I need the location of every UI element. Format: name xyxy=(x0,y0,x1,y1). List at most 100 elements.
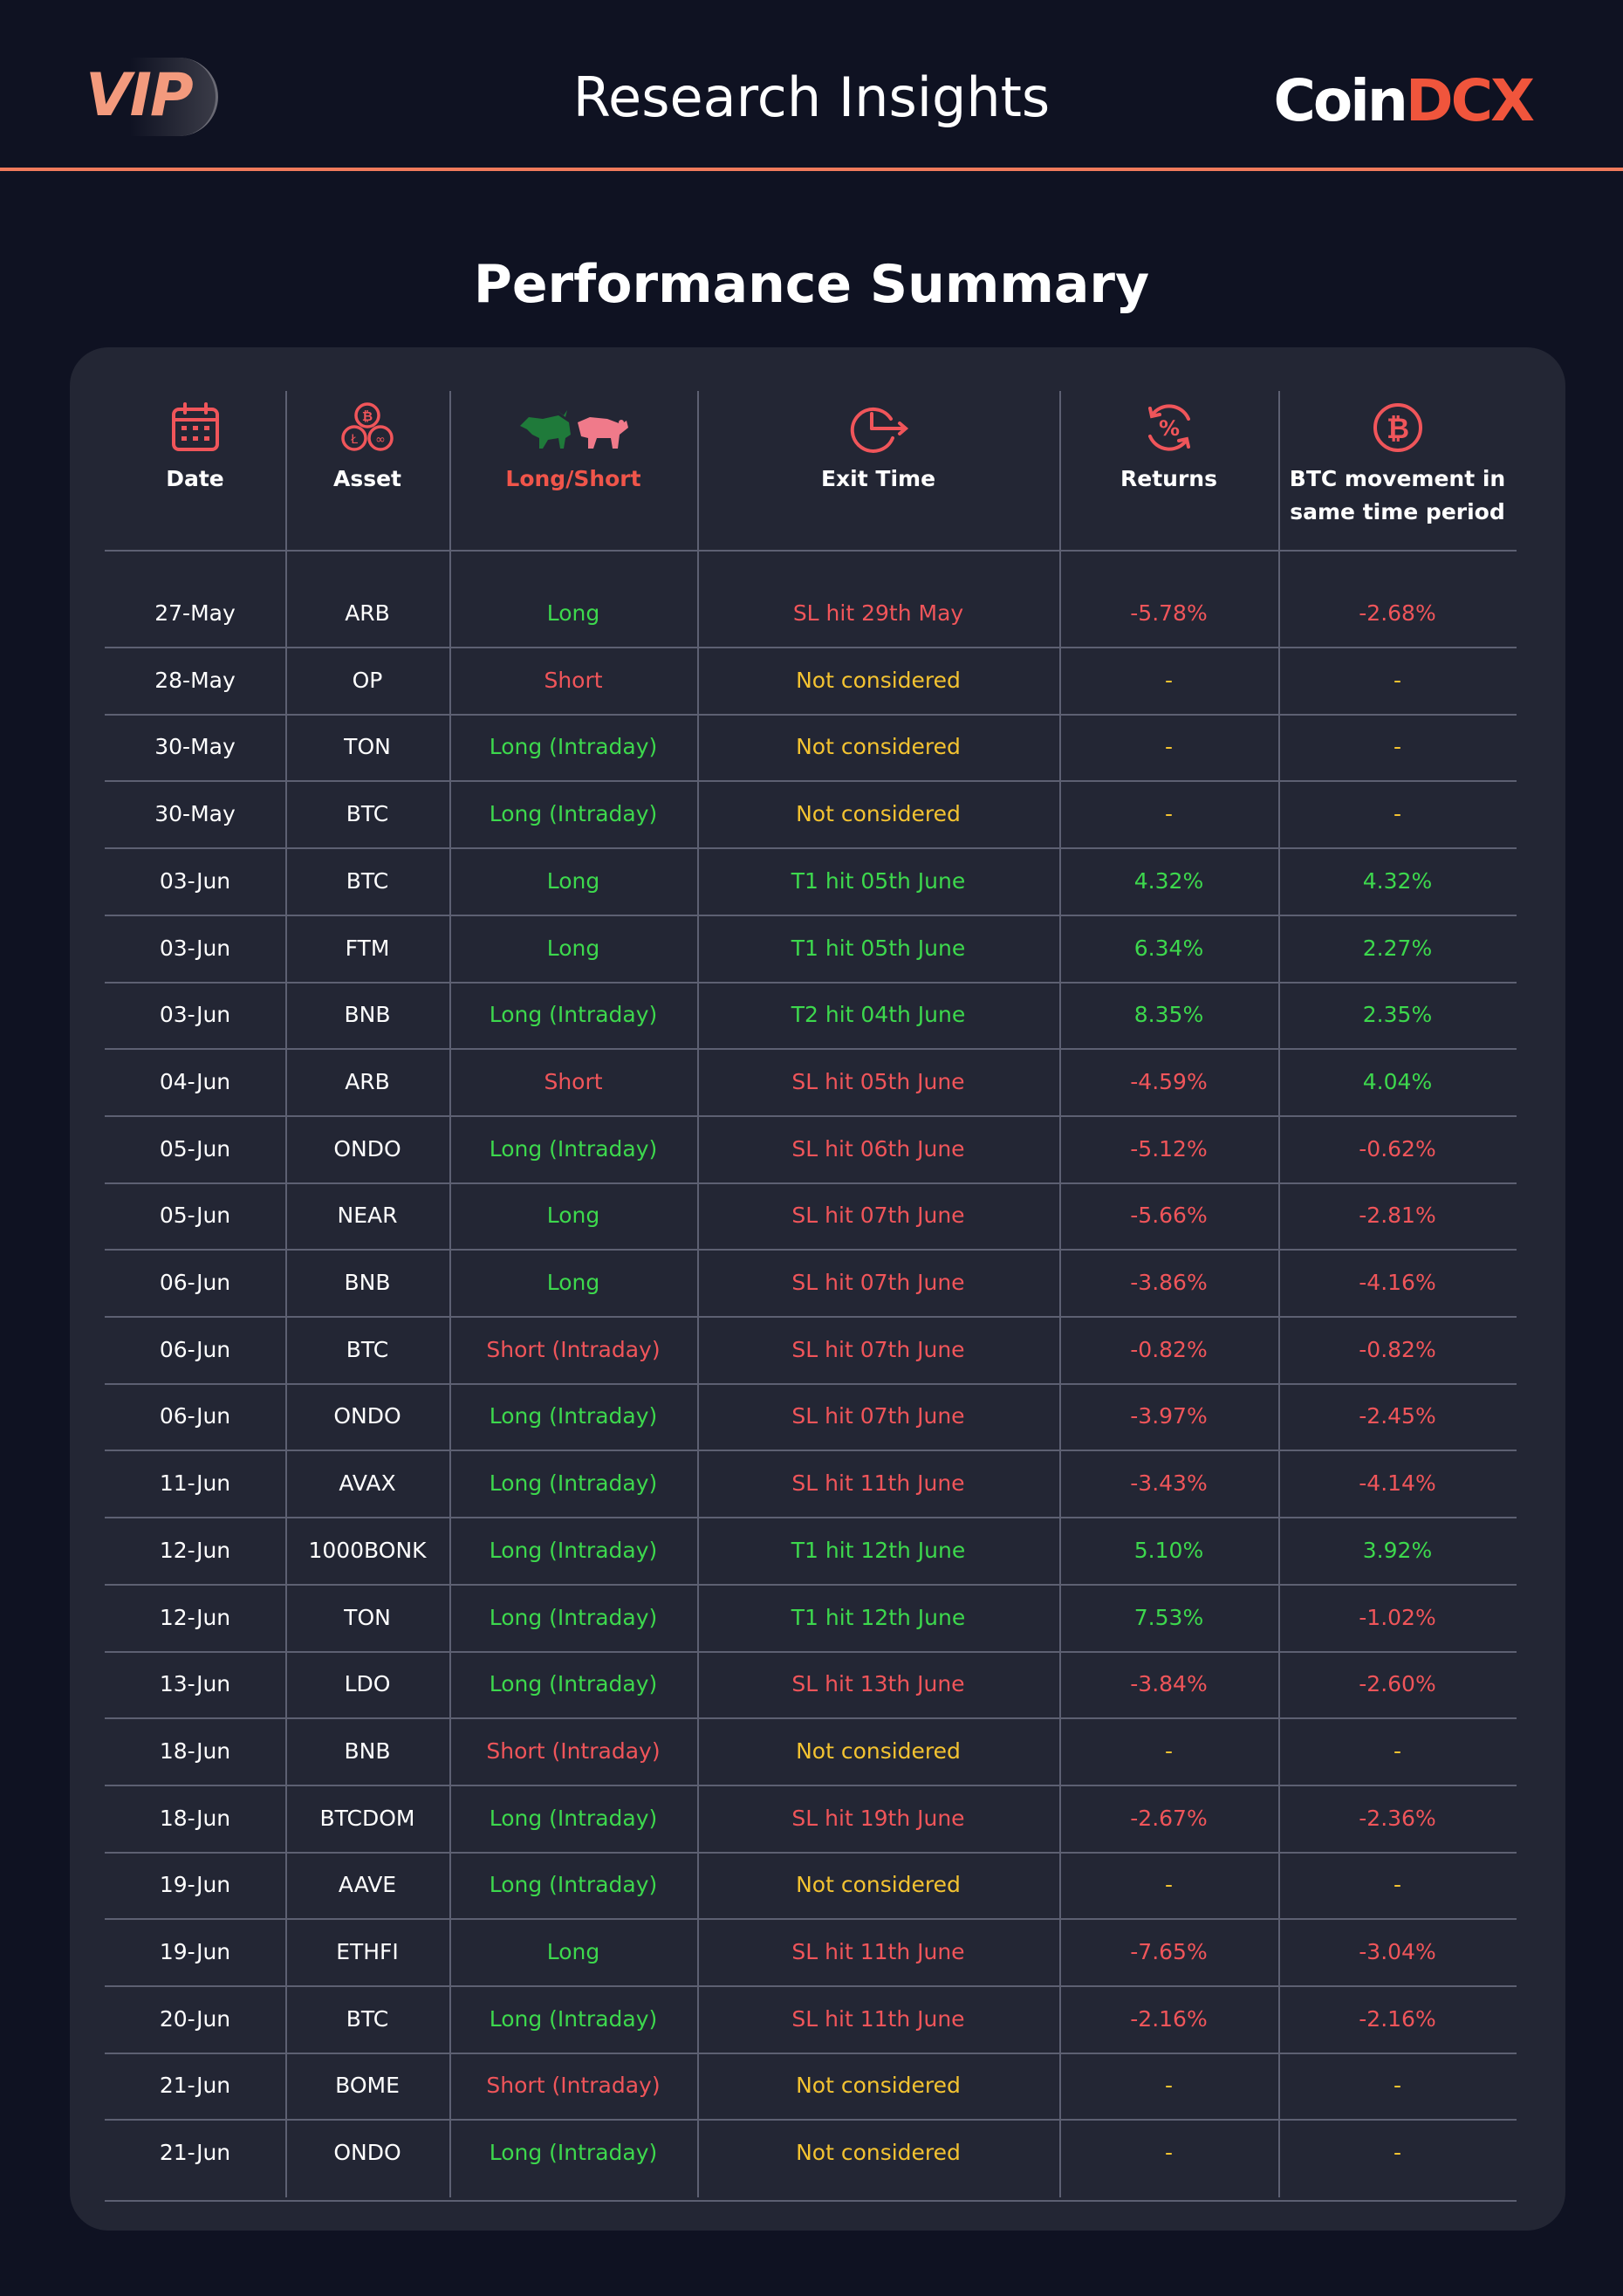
exit-time-cell: SL hit 07th June xyxy=(791,1336,965,1362)
position-cell: Long (Intraday) xyxy=(489,734,658,760)
btc-movement-cell: - xyxy=(1393,667,1402,693)
column-header-asset: ₿ Ł ∞ Asset xyxy=(285,391,449,550)
asset-cell: AVAX xyxy=(339,1470,396,1497)
column-header-label: Exit Time xyxy=(820,466,936,491)
exit-time-cell: Not considered xyxy=(796,801,961,827)
date-cell: 21-Jun xyxy=(159,2073,231,2099)
date-cell: 30-May xyxy=(154,734,236,760)
exit-time-cell: SL hit 29th May xyxy=(792,600,964,626)
returns-cell: -7.65% xyxy=(1130,1939,1208,1964)
returns-cell: 7.53% xyxy=(1133,1604,1204,1630)
returns-cell: - xyxy=(1164,1872,1174,1898)
table-row: 20-Jun BTC Long (Intraday) SL hit 11th June… xyxy=(105,1985,1517,2053)
exit-time-cell: T1 hit 05th June xyxy=(791,867,966,894)
exit-time-cell: Not considered xyxy=(796,1872,961,1898)
position-cell: Long xyxy=(546,867,600,894)
date-cell: 21-Jun xyxy=(159,2140,231,2166)
asset-cell: BTC xyxy=(346,1336,389,1362)
row-divider xyxy=(105,1316,1517,1318)
position-cell: Short (Intraday) xyxy=(486,2073,661,2099)
position-cell: Long (Intraday) xyxy=(489,1872,658,1898)
asset-cell: BNB xyxy=(344,1737,391,1764)
row-divider xyxy=(105,2052,1517,2054)
exit-time-cell: Not considered xyxy=(796,667,961,693)
bitcoin-icon: ₿ xyxy=(1373,403,1422,452)
svg-text:₿: ₿ xyxy=(1386,412,1408,445)
date-cell: 27-May xyxy=(154,600,236,626)
column-header-date: Date xyxy=(105,391,285,550)
row-divider xyxy=(105,1048,1517,1051)
returns-cell: 8.35% xyxy=(1133,1002,1204,1028)
position-cell: Long (Intraday) xyxy=(489,1470,658,1497)
btc-movement-cell: -2.60% xyxy=(1359,1671,1436,1697)
returns-cell: - xyxy=(1164,734,1174,760)
position-cell: Short (Intraday) xyxy=(486,1737,661,1764)
table-row: 30-May TON Long (Intraday) Not considered - - xyxy=(105,713,1517,780)
column-header-btc-movement: ₿ BTC movement in same time period xyxy=(1278,391,1517,550)
asset-cell: AAVE xyxy=(338,1872,397,1898)
column-divider xyxy=(1278,391,1280,2197)
btc-movement-cell: - xyxy=(1393,734,1402,760)
asset-cell: 1000BONK xyxy=(308,1537,427,1563)
brand-logo-part2: DCX xyxy=(1405,67,1535,134)
date-cell: 05-Jun xyxy=(159,1135,231,1162)
returns-cell: -5.66% xyxy=(1130,1203,1208,1229)
asset-cell: NEAR xyxy=(337,1203,398,1229)
btc-movement-cell: - xyxy=(1393,1872,1402,1898)
date-cell: 28-May xyxy=(154,667,236,693)
calendar-icon xyxy=(171,402,219,451)
exit-time-cell: SL hit 07th June xyxy=(791,1270,965,1295)
exit-time-cell: T2 hit 04th June xyxy=(791,1002,966,1028)
exit-time-cell: T1 hit 05th June xyxy=(791,935,966,961)
date-cell: 19-Jun xyxy=(159,1939,231,1964)
table-row: 05-Jun ONDO Long (Intraday) SL hit 06th Jun… xyxy=(105,1115,1517,1182)
table-row: 11-Jun AVAX Long (Intraday) SL hit 11th Jun… xyxy=(105,1450,1517,1517)
table-row: 13-Jun LDO Long (Intraday) SL hit 13th June… xyxy=(105,1650,1517,1717)
position-cell: Long (Intraday) xyxy=(489,2140,658,2166)
btc-movement-cell: - xyxy=(1393,2140,1402,2166)
asset-cell: BOME xyxy=(335,2073,400,2099)
date-cell: 19-Jun xyxy=(159,1872,231,1898)
date-cell: 12-Jun xyxy=(159,1604,231,1630)
table-row: 03-Jun FTM Long T1 hit 05th June 6.34% 2.27% xyxy=(105,915,1517,982)
exit-time-cell: Not considered xyxy=(796,2140,961,2166)
returns-cell: -0.82% xyxy=(1130,1336,1208,1362)
row-divider xyxy=(105,1985,1517,1987)
column-header-returns: % Returns xyxy=(1059,391,1278,550)
column-header-exit-time: Exit Time xyxy=(697,391,1059,550)
exit-time-cell: SL hit 11th June xyxy=(791,1939,965,1964)
date-cell: 11-Jun xyxy=(159,1470,231,1497)
position-cell: Long (Intraday) xyxy=(489,2005,658,2032)
asset-cell: LDO xyxy=(344,1671,391,1697)
returns-cell: -5.78% xyxy=(1130,600,1208,626)
column-header-label: BTC movement in same time period xyxy=(1289,466,1506,524)
btc-movement-cell: -2.68% xyxy=(1359,600,1436,626)
row-divider xyxy=(105,1249,1517,1251)
exit-time-cell: Not considered xyxy=(796,1737,961,1764)
exit-time-cell: T1 hit 12th June xyxy=(791,1537,966,1563)
table-row: 19-Jun ETHFI Long SL hit 11th June -7.65% -3.… xyxy=(105,1918,1517,1985)
row-divider xyxy=(105,1517,1517,1519)
table-row: 06-Jun BNB Long SL hit 07th June -3.86% -4.16… xyxy=(105,1249,1517,1316)
position-cell: Long (Intraday) xyxy=(489,1403,658,1429)
returns-cell: -4.59% xyxy=(1130,1068,1208,1094)
row-divider xyxy=(105,847,1517,850)
table-row: 12-Jun 1000BONK Long (Intraday) T1 hit 12th… xyxy=(105,1517,1517,1584)
row-divider xyxy=(105,981,1517,984)
table-row: 12-Jun TON Long (Intraday) T1 hit 12th June… xyxy=(105,1584,1517,1651)
header-divider xyxy=(105,550,1517,552)
date-cell: 03-Jun xyxy=(159,1002,231,1028)
position-cell: Long (Intraday) xyxy=(489,801,658,827)
returns-cell: -2.16% xyxy=(1130,2005,1208,2032)
row-divider xyxy=(105,1182,1517,1184)
header-title: Research Insights xyxy=(572,65,1051,129)
position-cell: Short xyxy=(544,1068,603,1094)
position-cell: Short (Intraday) xyxy=(486,1336,661,1362)
row-divider xyxy=(105,780,1517,783)
row-divider xyxy=(105,1583,1517,1586)
asset-cell: BTC xyxy=(346,801,389,827)
exit-time-cell: SL hit 19th June xyxy=(791,1805,965,1831)
exit-time-cell: SL hit 13th June xyxy=(791,1671,965,1697)
performance-card: Date ₿ Ł ∞ Asset Long/Short xyxy=(70,347,1565,2231)
returns-cell: 4.32% xyxy=(1133,867,1204,894)
